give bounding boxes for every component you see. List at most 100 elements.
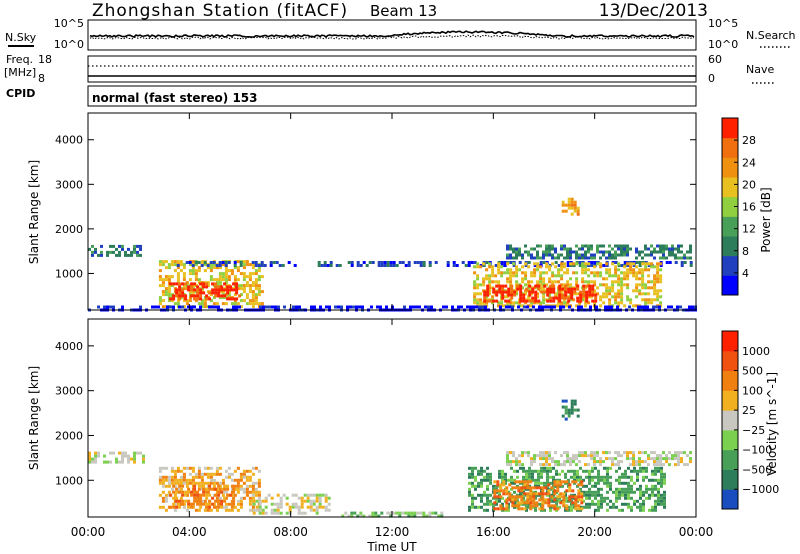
data-cell <box>563 265 567 269</box>
data-cell <box>202 282 206 286</box>
data-cell <box>587 280 591 284</box>
data-cell <box>543 508 546 512</box>
data-cell <box>656 298 660 302</box>
data-cell <box>571 501 575 505</box>
data-cell <box>476 283 480 287</box>
data-cell <box>653 274 657 278</box>
data-cell <box>528 469 531 473</box>
data-cell <box>510 287 514 291</box>
data-cell <box>567 408 571 412</box>
data-cell <box>665 261 669 264</box>
data-cell <box>173 493 177 497</box>
data-cell <box>206 266 210 270</box>
data-cell <box>257 478 261 482</box>
data-cell <box>362 261 366 264</box>
data-cell <box>626 298 630 302</box>
data-cell <box>564 296 568 300</box>
data-cell <box>593 253 596 257</box>
data-cell <box>118 460 121 464</box>
data-cell <box>167 481 171 485</box>
data-cell <box>196 499 200 503</box>
data-cell <box>527 265 531 269</box>
data-cell <box>109 250 112 254</box>
data-cell <box>503 271 507 275</box>
data-cell <box>542 280 546 284</box>
data-cell <box>543 469 546 473</box>
data-cell <box>236 502 240 506</box>
data-cell <box>130 253 133 257</box>
data-cell <box>575 454 578 458</box>
data-cell <box>641 262 645 266</box>
data-cell <box>188 299 192 303</box>
data-cell <box>645 475 648 479</box>
data-cell <box>193 294 197 298</box>
data-cell <box>548 463 551 467</box>
data-cell <box>233 478 237 482</box>
data-cell <box>486 499 489 503</box>
data-cell <box>505 305 508 309</box>
data-cell <box>578 301 582 305</box>
data-cell <box>214 288 218 292</box>
data-cell <box>624 487 627 491</box>
colorbar-tick-label-1: 500 <box>742 365 763 378</box>
data-cell <box>544 501 548 505</box>
data-cell <box>474 496 477 500</box>
data-cell <box>650 451 653 455</box>
data-cell <box>576 475 579 479</box>
data-cell <box>544 486 548 490</box>
data-cell <box>245 484 249 488</box>
data-cell <box>641 271 645 275</box>
data-cell <box>445 305 448 309</box>
data-cell <box>530 247 533 251</box>
data-cell <box>175 294 179 298</box>
data-cell <box>483 296 487 300</box>
data-cell <box>209 266 213 270</box>
data-cell <box>596 262 600 266</box>
velocity-colorbar-label: Velocity [m s^-1] <box>765 372 779 476</box>
data-cell <box>471 499 474 503</box>
data-cell <box>356 264 360 267</box>
data-cell <box>161 499 165 503</box>
nsky-tick-bottom: 10^0 <box>54 38 84 51</box>
data-cell <box>506 280 510 284</box>
data-cell <box>220 285 224 289</box>
data-cell <box>541 492 545 496</box>
data-cell <box>100 250 103 254</box>
data-cell <box>581 295 585 299</box>
data-cell <box>239 478 243 482</box>
data-cell <box>588 293 592 297</box>
data-cell <box>545 457 548 461</box>
data-cell <box>573 475 576 479</box>
data-cell <box>221 261 225 264</box>
data-cell <box>176 466 180 470</box>
data-cell <box>242 469 246 473</box>
data-cell <box>538 486 542 490</box>
data-cell <box>566 261 570 264</box>
data-cell <box>498 469 501 473</box>
data-cell <box>570 408 574 412</box>
colorbar-swatch-7 <box>722 350 738 372</box>
data-cell <box>517 480 521 484</box>
data-cell <box>609 475 612 479</box>
data-cell <box>176 264 180 267</box>
data-cell <box>517 504 521 508</box>
data-cell <box>230 508 234 512</box>
data-cell <box>632 454 635 458</box>
data-cell <box>223 484 227 488</box>
data-cell <box>519 299 523 303</box>
data-cell <box>500 271 504 275</box>
data-cell <box>386 261 390 264</box>
data-cell <box>620 286 624 290</box>
data-cell <box>620 292 624 296</box>
data-cell <box>118 244 121 248</box>
data-cell <box>187 502 191 506</box>
data-cell <box>671 250 674 254</box>
data-cell <box>597 472 600 476</box>
data-cell <box>209 478 213 482</box>
data-cell <box>526 492 530 496</box>
data-cell <box>505 498 509 502</box>
data-cell <box>537 478 540 482</box>
data-cell <box>509 253 512 257</box>
data-cell <box>642 490 645 494</box>
data-cell <box>591 478 594 482</box>
